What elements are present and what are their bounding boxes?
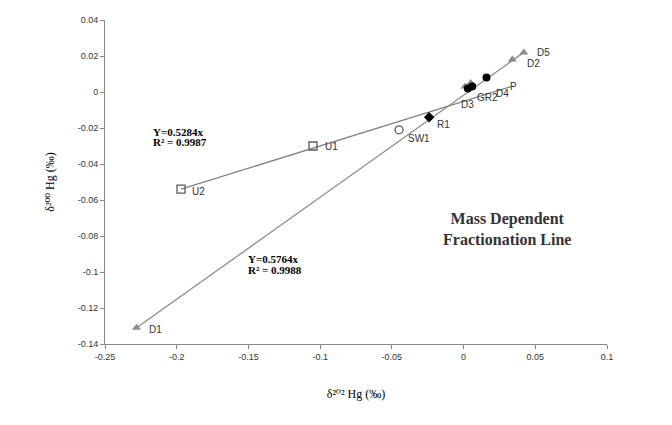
svg-text:D3: D3 — [461, 99, 474, 110]
svg-text:0.02: 0.02 — [81, 51, 99, 61]
svg-text:-0.06: -0.06 — [78, 195, 99, 205]
svg-text:-0.05: -0.05 — [382, 352, 403, 362]
svg-text:Y=0.5284x: Y=0.5284x — [153, 126, 203, 138]
svg-text:R² = 0.9988: R² = 0.9988 — [248, 264, 302, 276]
svg-text:U1: U1 — [325, 141, 338, 152]
svg-text:D1: D1 — [149, 324, 162, 335]
svg-text:δ²⁰² Hg (‰): δ²⁰² Hg (‰) — [327, 387, 385, 401]
svg-text:-0.2: -0.2 — [169, 352, 185, 362]
svg-text:δ²⁰⁰ Hg (‰): δ²⁰⁰ Hg (‰) — [43, 152, 57, 212]
svg-text:-0.14: -0.14 — [78, 339, 99, 349]
svg-text:-0.1: -0.1 — [312, 352, 328, 362]
svg-text:0.1: 0.1 — [601, 352, 614, 362]
svg-text:-0.02: -0.02 — [78, 123, 99, 133]
svg-text:-0.08: -0.08 — [78, 231, 99, 241]
svg-text:SW1: SW1 — [408, 133, 430, 144]
svg-text:P: P — [510, 81, 517, 92]
svg-text:-0.1: -0.1 — [83, 267, 99, 277]
svg-text:0: 0 — [93, 87, 98, 97]
svg-text:D2: D2 — [527, 58, 540, 69]
svg-text:-0.25: -0.25 — [95, 352, 116, 362]
svg-text:0.05: 0.05 — [527, 352, 545, 362]
svg-text:GR2: GR2 — [477, 92, 498, 103]
svg-text:R1: R1 — [437, 119, 450, 130]
svg-text:-0.12: -0.12 — [78, 303, 99, 313]
svg-text:Y=0.5764x: Y=0.5764x — [248, 253, 298, 265]
svg-text:D4: D4 — [496, 88, 509, 99]
svg-text:0.04: 0.04 — [81, 15, 99, 25]
svg-text:D5: D5 — [537, 47, 550, 58]
svg-text:0: 0 — [461, 352, 466, 362]
svg-text:U2: U2 — [192, 186, 205, 197]
svg-text:R² = 0.9987: R² = 0.9987 — [153, 136, 207, 148]
svg-text:Mass DependentFractionation Li: Mass DependentFractionation Line — [443, 210, 571, 248]
svg-text:-0.04: -0.04 — [78, 159, 99, 169]
svg-text:-0.15: -0.15 — [238, 352, 259, 362]
